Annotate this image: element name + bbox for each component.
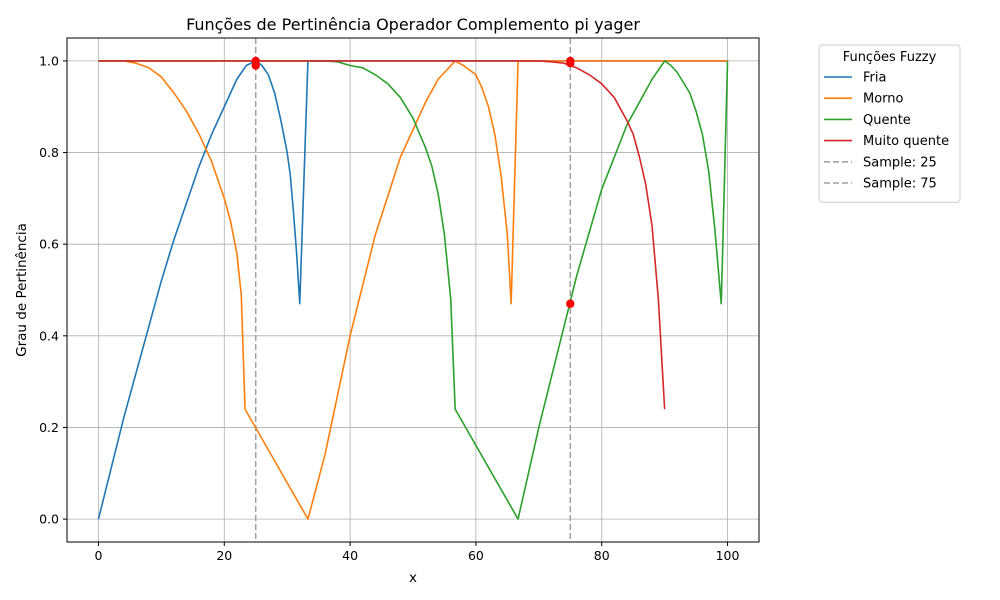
legend-entry: Quente [863,113,911,128]
x-tick-label: 20 [216,548,232,563]
x-tick-label: 80 [594,548,610,563]
sample-point [566,300,574,308]
y-tick-label: 0.4 [39,328,59,343]
chart-title: Funções de Pertinência Operador Compleme… [186,15,640,34]
series-line [98,61,664,409]
grid [67,38,759,542]
x-tick-label: 0 [94,548,102,563]
series-line [98,61,727,519]
y-tick-label: 0.8 [39,145,59,160]
y-axis-ticks: 0.0 0.2 0.4 0.6 0.8 1.0 [39,53,67,526]
legend-entry: Fria [863,71,886,86]
y-tick-label: 0.0 [39,512,59,527]
sample-point [566,59,574,67]
legend-entry: Muito quente [863,134,949,149]
x-tick-label: 100 [716,548,740,563]
x-axis-ticks: 0 20 40 60 80 100 [94,542,739,563]
x-tick-label: 60 [468,548,484,563]
y-axis-label: Grau de Pertinência [14,223,30,357]
sample-markers [252,57,575,308]
x-tick-label: 40 [342,548,358,563]
legend: Funções Fuzzy Fria Morno Quente Muito quent… [819,45,960,202]
legend-entry: Sample: 25 [863,155,937,170]
y-tick-label: 0.6 [39,237,59,252]
y-tick-label: 1.0 [39,53,59,68]
series-lines [98,61,727,519]
plot-frame [67,38,759,542]
legend-title: Funções Fuzzy [843,50,937,65]
legend-entry: Sample: 75 [863,177,937,192]
legend-entry: Morno [863,92,904,107]
sample-point [252,61,260,69]
x-axis-label: x [409,570,417,586]
y-tick-label: 0.2 [39,420,59,435]
reference-lines [256,38,571,542]
